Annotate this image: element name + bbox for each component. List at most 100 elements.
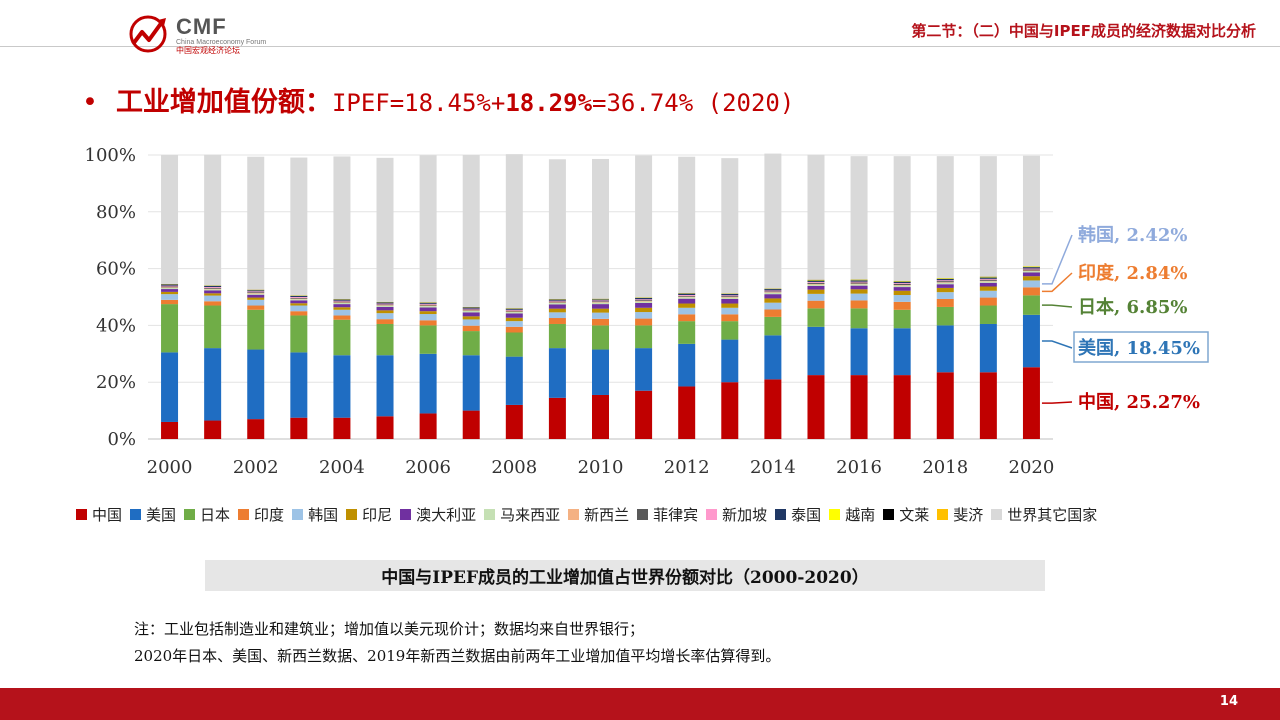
- bar-segment: [893, 328, 911, 376]
- bar-segment: [678, 303, 696, 308]
- bar-segment: [333, 309, 351, 316]
- bar-segment: [376, 323, 394, 356]
- legend-item: 中国: [76, 504, 122, 525]
- bar-segment: [290, 299, 308, 301]
- bar-segment: [161, 284, 179, 286]
- bar-segment: [592, 300, 609, 302]
- bar-segment: [204, 154, 222, 286]
- legend-swatch: [637, 509, 649, 520]
- bar-segment: [548, 312, 566, 319]
- bar-segment: [376, 313, 394, 320]
- bar-segment: [721, 314, 739, 322]
- bar-segment: [161, 421, 179, 439]
- bar-segment: [893, 285, 911, 288]
- bar-segment: [505, 308, 523, 310]
- bar-segment: [850, 285, 868, 290]
- bar-segment: [1022, 271, 1040, 273]
- legend-label: 印尼: [362, 506, 393, 524]
- legend-swatch: [706, 509, 718, 520]
- bar-segment: [678, 293, 696, 296]
- legend-label: 澳大利亚: [416, 506, 477, 524]
- bar-segment: [1022, 267, 1040, 269]
- bar-segment: [807, 293, 825, 301]
- bar-segment: [807, 308, 825, 327]
- bar-segment: [979, 156, 997, 277]
- bar-segment: [290, 300, 308, 304]
- bar-segment: [462, 310, 480, 313]
- y-tick-label: 60%: [96, 259, 136, 280]
- bar-segment: [376, 355, 394, 417]
- legend-label: 菲律宾: [653, 506, 699, 524]
- legend-item: 日本: [184, 504, 230, 525]
- annotation-label: 印度, 2.84%: [1078, 262, 1187, 284]
- bar-segment: [807, 280, 825, 282]
- bar-segment: [247, 297, 265, 300]
- bar-segment: [462, 309, 480, 311]
- bar-segment: [764, 292, 782, 293]
- bar-segment: [721, 307, 739, 315]
- legend-item: 澳大利亚: [400, 504, 476, 525]
- bar-segment: [548, 301, 566, 303]
- section-title: 第二节：（二）中国与IPEF成员的经济数据对比分析: [911, 22, 1256, 40]
- bar-segment: [936, 298, 954, 307]
- bar-segment: [936, 281, 954, 283]
- x-tick-label: 2002: [233, 457, 279, 478]
- headline-bullet: •: [82, 87, 98, 118]
- legend-label: 文莱: [899, 506, 930, 524]
- bar-segment: [1022, 276, 1040, 281]
- legend-swatch: [883, 509, 895, 520]
- bar-segment: [161, 287, 179, 288]
- bar-segment: [290, 315, 308, 353]
- bar-segment: [721, 297, 739, 298]
- bar-segment: [635, 318, 653, 326]
- bar-segment: [290, 311, 308, 316]
- legend-item: 泰国: [775, 504, 821, 525]
- bar-segment: [721, 158, 739, 294]
- bar-segment: [290, 297, 308, 298]
- bar-segment: [721, 296, 739, 297]
- bar-segment: [592, 302, 609, 305]
- bar-segment: [893, 301, 911, 310]
- bar-segment: [419, 155, 437, 303]
- bar-segment: [1022, 266, 1040, 268]
- bar-segment: [764, 292, 782, 295]
- bar-segment: [204, 420, 222, 439]
- legend-label: 越南: [845, 506, 876, 524]
- bar-segment: [893, 283, 911, 284]
- bar-segment: [548, 348, 566, 398]
- bar-segment: [936, 292, 954, 299]
- bar-segment: [764, 298, 782, 303]
- bar-segment: [204, 295, 222, 302]
- bar-segment: [807, 154, 825, 280]
- legend-item: 美国: [130, 504, 176, 525]
- bar-segment: [247, 291, 265, 293]
- annotation-label: 美国, 18.45%: [1078, 337, 1200, 359]
- bar-segment: [764, 302, 782, 310]
- legend-item: 新加坡: [706, 504, 767, 525]
- bar-segment: [979, 282, 997, 287]
- annotation-leader-line: [1041, 304, 1073, 308]
- bar-segment: [419, 325, 437, 354]
- bar-segment: [1022, 280, 1040, 288]
- bar-segment: [1022, 287, 1040, 296]
- bar-segment: [505, 404, 523, 439]
- bar-segment: [1022, 295, 1040, 315]
- bar-segment: [893, 156, 911, 281]
- bar-segment: [635, 301, 653, 303]
- bar-segment: [161, 291, 179, 295]
- bar-segment: [893, 295, 911, 302]
- bar-segment: [764, 309, 782, 317]
- bar-segment: [979, 305, 997, 324]
- x-tick-label: 2010: [578, 457, 624, 478]
- bar-segment: [936, 280, 954, 282]
- bar-segment: [204, 293, 222, 296]
- bar-segment: [161, 299, 179, 305]
- bar-segment: [419, 353, 437, 414]
- bar-segment: [290, 297, 308, 299]
- legend-item: 文莱: [883, 504, 929, 525]
- bar-segment: [204, 348, 222, 421]
- legend-label: 世界其它国家: [1007, 506, 1098, 524]
- bar-segment: [850, 282, 868, 284]
- bar-segment: [247, 293, 265, 294]
- bar-segment: [505, 317, 523, 322]
